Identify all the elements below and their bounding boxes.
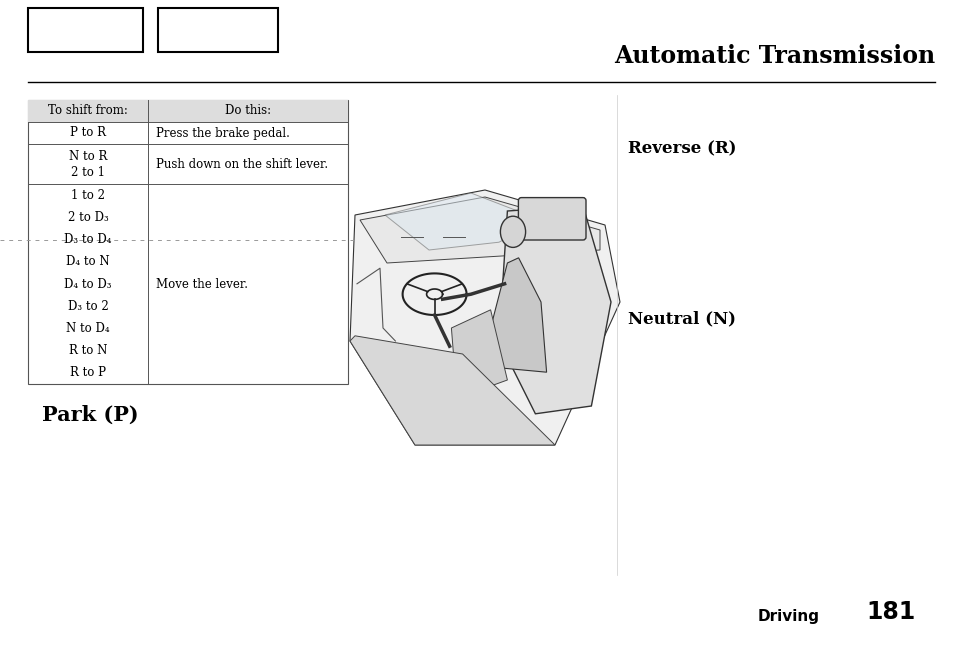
Text: D₃ to D₄: D₃ to D₄ xyxy=(64,233,112,246)
Ellipse shape xyxy=(500,216,525,248)
Bar xyxy=(28,100,348,122)
Bar xyxy=(28,100,348,384)
Bar xyxy=(158,8,277,52)
Polygon shape xyxy=(350,336,555,445)
Text: Do this:: Do this: xyxy=(225,105,271,118)
Bar xyxy=(28,8,143,52)
Text: P to R: P to R xyxy=(70,127,106,140)
Text: Push down on the shift lever.: Push down on the shift lever. xyxy=(156,157,328,170)
Text: 2 to D₃: 2 to D₃ xyxy=(68,211,109,224)
Text: Press the brake pedal.: Press the brake pedal. xyxy=(156,127,290,140)
Text: D₃ to 2: D₃ to 2 xyxy=(68,300,109,313)
Polygon shape xyxy=(451,310,507,398)
Polygon shape xyxy=(350,190,619,445)
Text: D₄ to N: D₄ to N xyxy=(66,255,110,268)
Text: N to D₄: N to D₄ xyxy=(66,322,110,335)
Text: Driving: Driving xyxy=(758,609,820,624)
Text: 2 to 1: 2 to 1 xyxy=(71,166,105,179)
Polygon shape xyxy=(385,193,540,250)
Text: Reverse (R): Reverse (R) xyxy=(627,140,736,157)
Polygon shape xyxy=(359,197,599,263)
Text: 181: 181 xyxy=(866,600,915,624)
Text: Neutral (N): Neutral (N) xyxy=(627,310,735,327)
Text: N to R: N to R xyxy=(69,150,107,162)
Text: 1 to 2: 1 to 2 xyxy=(71,188,105,202)
Text: R to N: R to N xyxy=(69,344,107,357)
Text: Park (P): Park (P) xyxy=(42,405,138,425)
Text: D₄ to D₃: D₄ to D₃ xyxy=(64,278,112,291)
FancyBboxPatch shape xyxy=(517,198,585,240)
Polygon shape xyxy=(490,258,546,372)
Polygon shape xyxy=(498,206,610,414)
Text: Move the lever.: Move the lever. xyxy=(156,278,248,291)
Text: To shift from:: To shift from: xyxy=(48,105,128,118)
Text: R to P: R to P xyxy=(70,367,106,380)
Text: Automatic Transmission: Automatic Transmission xyxy=(613,44,934,68)
